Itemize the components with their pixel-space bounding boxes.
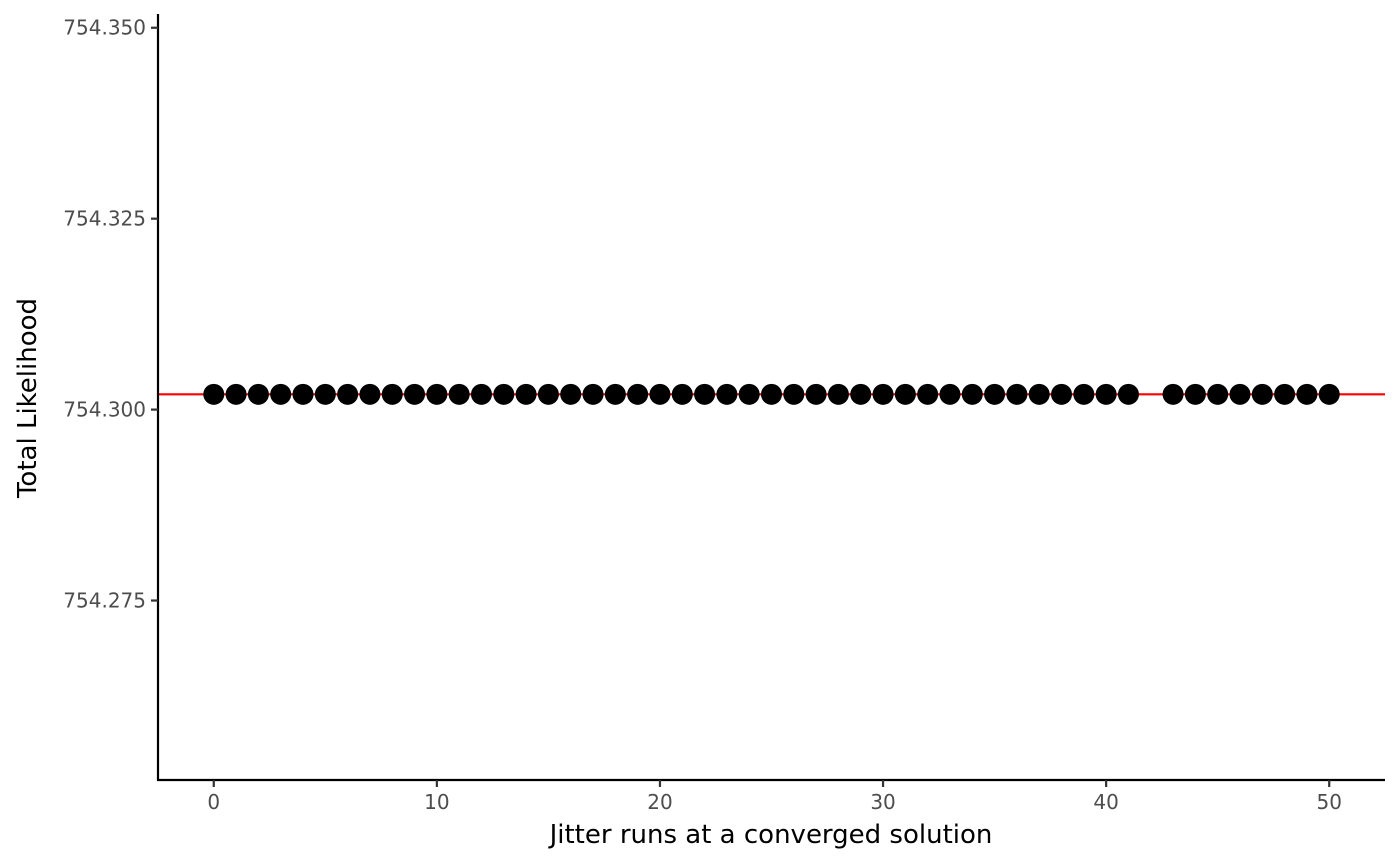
data-point	[1028, 383, 1050, 405]
data-point	[560, 383, 582, 405]
data-point	[1162, 383, 1184, 405]
axes-layer	[156, 14, 1385, 782]
data-point	[404, 383, 426, 405]
data-point	[1051, 383, 1073, 405]
data-point	[1117, 383, 1139, 405]
data-point	[314, 383, 336, 405]
data-point	[894, 383, 916, 405]
x-tick-label: 50	[1317, 790, 1342, 814]
data-point	[247, 383, 269, 405]
data-point	[1251, 383, 1273, 405]
data-point	[961, 383, 983, 405]
data-point	[225, 383, 247, 405]
x-tick-label: 30	[870, 790, 895, 814]
data-point	[582, 383, 604, 405]
y-tick-label: 754.325	[63, 207, 146, 231]
data-point	[1318, 383, 1340, 405]
data-point	[1207, 383, 1229, 405]
data-point	[1229, 383, 1251, 405]
data-point	[761, 383, 782, 405]
data-point	[627, 383, 649, 405]
data-point	[537, 383, 559, 405]
data-point	[1095, 383, 1117, 405]
data-point	[716, 383, 738, 405]
data-point	[604, 383, 626, 405]
data-point	[292, 383, 314, 405]
x-tick-label: 40	[1093, 790, 1118, 814]
data-point	[738, 383, 760, 405]
data-point	[515, 383, 537, 405]
data-point	[337, 383, 359, 405]
x-axis-title: Jitter runs at a converged solution	[548, 820, 993, 850]
data-point	[426, 383, 448, 405]
data-point	[1296, 383, 1318, 405]
data-point	[359, 383, 381, 405]
x-tick-label: 20	[647, 790, 672, 814]
data-point	[1274, 383, 1296, 405]
data-point	[270, 383, 292, 405]
data-point	[984, 383, 1006, 405]
data-point	[805, 383, 827, 405]
y-tick-label: 754.300	[63, 398, 146, 422]
data-point	[850, 383, 872, 405]
data-points-layer	[203, 383, 1340, 405]
data-point	[448, 383, 470, 405]
y-axis-title: Total Likelihood	[13, 298, 43, 499]
data-point	[827, 383, 849, 405]
data-point	[872, 383, 894, 405]
y-tick-label: 754.350	[63, 16, 146, 40]
data-point	[203, 383, 225, 405]
data-point	[649, 383, 671, 405]
data-point	[917, 383, 939, 405]
data-point	[1184, 383, 1206, 405]
data-point	[671, 383, 693, 405]
data-point	[939, 383, 961, 405]
x-tick-label: 10	[424, 790, 449, 814]
x-tick-label: 0	[207, 790, 220, 814]
data-point	[493, 383, 515, 405]
y-tick-label: 754.275	[63, 589, 146, 613]
data-point	[694, 383, 716, 405]
data-point	[381, 383, 403, 405]
data-point	[1006, 383, 1028, 405]
data-point	[1073, 383, 1095, 405]
ticks-layer: 754.275 754.300 754.325 754.350 0 10 20 30 40 50	[63, 16, 1342, 814]
data-point	[470, 383, 492, 405]
data-point	[783, 383, 805, 405]
